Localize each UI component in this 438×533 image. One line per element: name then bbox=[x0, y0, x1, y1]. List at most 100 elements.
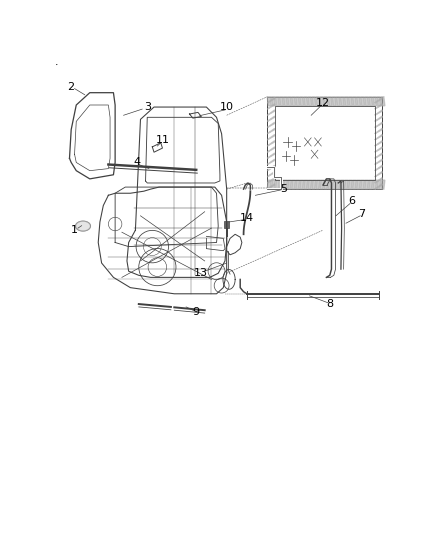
Polygon shape bbox=[339, 180, 343, 189]
Polygon shape bbox=[295, 97, 299, 106]
Polygon shape bbox=[267, 104, 274, 109]
Polygon shape bbox=[267, 153, 274, 158]
Polygon shape bbox=[267, 147, 274, 152]
Polygon shape bbox=[372, 97, 376, 106]
Polygon shape bbox=[368, 97, 372, 106]
Polygon shape bbox=[287, 180, 291, 189]
Polygon shape bbox=[291, 180, 295, 189]
Polygon shape bbox=[364, 180, 368, 189]
Polygon shape bbox=[372, 180, 376, 189]
Polygon shape bbox=[332, 180, 336, 189]
Polygon shape bbox=[303, 180, 307, 189]
Polygon shape bbox=[348, 180, 352, 189]
Polygon shape bbox=[271, 180, 275, 189]
Polygon shape bbox=[267, 159, 274, 165]
Text: 2: 2 bbox=[67, 82, 74, 92]
Polygon shape bbox=[307, 97, 311, 106]
Polygon shape bbox=[267, 97, 271, 106]
Polygon shape bbox=[336, 180, 339, 189]
Polygon shape bbox=[374, 147, 381, 152]
Polygon shape bbox=[327, 97, 332, 106]
Polygon shape bbox=[374, 165, 381, 171]
Text: 5: 5 bbox=[280, 184, 287, 194]
Polygon shape bbox=[327, 180, 332, 189]
Polygon shape bbox=[343, 180, 348, 189]
Polygon shape bbox=[287, 97, 291, 106]
Bar bbox=[267, 97, 381, 189]
Polygon shape bbox=[275, 180, 279, 189]
Polygon shape bbox=[295, 180, 299, 189]
Polygon shape bbox=[267, 165, 274, 171]
Polygon shape bbox=[343, 97, 348, 106]
Polygon shape bbox=[303, 97, 307, 106]
Polygon shape bbox=[299, 180, 303, 189]
Polygon shape bbox=[267, 177, 274, 183]
Text: 10: 10 bbox=[219, 102, 233, 112]
Polygon shape bbox=[323, 97, 327, 106]
Polygon shape bbox=[364, 97, 368, 106]
Text: 6: 6 bbox=[347, 197, 354, 206]
Polygon shape bbox=[279, 97, 283, 106]
Polygon shape bbox=[267, 128, 274, 134]
Polygon shape bbox=[374, 98, 381, 103]
Text: 14: 14 bbox=[239, 213, 254, 223]
Polygon shape bbox=[299, 97, 303, 106]
Polygon shape bbox=[311, 180, 315, 189]
Polygon shape bbox=[315, 97, 319, 106]
Polygon shape bbox=[283, 97, 287, 106]
Polygon shape bbox=[368, 180, 372, 189]
Polygon shape bbox=[267, 184, 274, 189]
Bar bbox=[224, 221, 229, 228]
Polygon shape bbox=[267, 180, 271, 189]
Polygon shape bbox=[275, 97, 279, 106]
Polygon shape bbox=[348, 97, 352, 106]
Text: 9: 9 bbox=[192, 307, 199, 317]
Polygon shape bbox=[376, 180, 380, 189]
Text: 4: 4 bbox=[133, 157, 140, 167]
Polygon shape bbox=[315, 180, 319, 189]
Polygon shape bbox=[356, 97, 360, 106]
Polygon shape bbox=[75, 221, 90, 231]
Text: 1: 1 bbox=[71, 225, 78, 235]
Polygon shape bbox=[374, 116, 381, 122]
Polygon shape bbox=[374, 128, 381, 134]
Polygon shape bbox=[267, 116, 274, 122]
Polygon shape bbox=[352, 97, 356, 106]
Bar bbox=[274, 106, 374, 180]
Polygon shape bbox=[374, 159, 381, 165]
Text: 12: 12 bbox=[315, 98, 329, 108]
Polygon shape bbox=[319, 180, 323, 189]
Polygon shape bbox=[374, 153, 381, 158]
Polygon shape bbox=[339, 97, 343, 106]
Polygon shape bbox=[311, 97, 315, 106]
Text: 11: 11 bbox=[155, 135, 169, 145]
Polygon shape bbox=[267, 134, 274, 140]
Polygon shape bbox=[332, 97, 336, 106]
Polygon shape bbox=[356, 180, 360, 189]
Polygon shape bbox=[374, 104, 381, 109]
Polygon shape bbox=[271, 97, 275, 106]
Polygon shape bbox=[374, 141, 381, 146]
Polygon shape bbox=[380, 180, 384, 189]
Polygon shape bbox=[267, 172, 274, 177]
Polygon shape bbox=[374, 134, 381, 140]
Polygon shape bbox=[323, 180, 327, 189]
Polygon shape bbox=[360, 97, 364, 106]
Polygon shape bbox=[374, 177, 381, 183]
Polygon shape bbox=[380, 97, 384, 106]
Polygon shape bbox=[267, 141, 274, 146]
Polygon shape bbox=[360, 180, 364, 189]
Text: 13: 13 bbox=[194, 268, 208, 278]
Polygon shape bbox=[279, 180, 283, 189]
Text: 7: 7 bbox=[357, 209, 364, 219]
Polygon shape bbox=[336, 97, 339, 106]
Polygon shape bbox=[376, 97, 380, 106]
Polygon shape bbox=[267, 110, 274, 115]
Text: 3: 3 bbox=[143, 102, 150, 112]
Polygon shape bbox=[267, 98, 274, 103]
Polygon shape bbox=[291, 97, 295, 106]
Polygon shape bbox=[283, 180, 287, 189]
Polygon shape bbox=[374, 172, 381, 177]
Text: 8: 8 bbox=[325, 299, 332, 309]
Polygon shape bbox=[374, 110, 381, 115]
